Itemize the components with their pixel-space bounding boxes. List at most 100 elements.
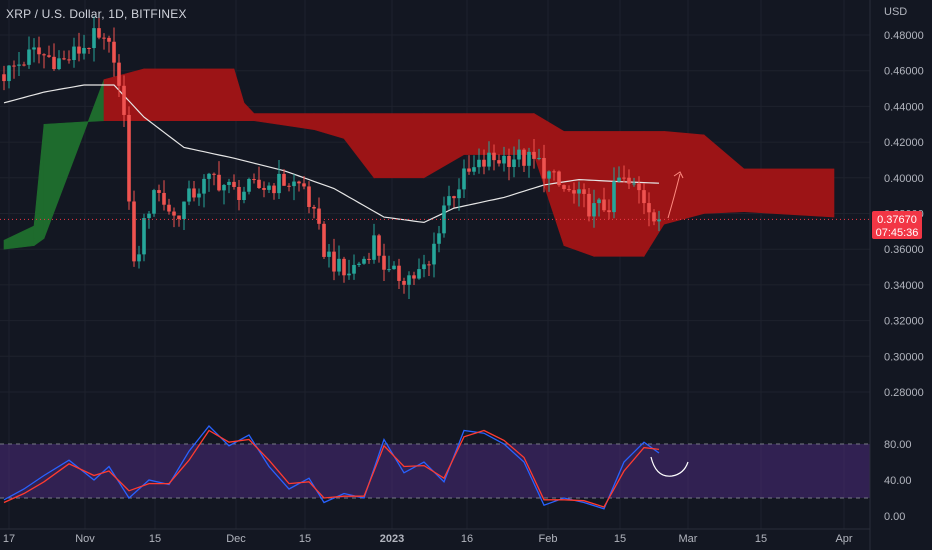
candle-body bbox=[167, 204, 171, 212]
candle-body bbox=[637, 183, 641, 191]
price-tick-label: 0.46000 bbox=[884, 66, 924, 78]
forecast-arrowhead bbox=[673, 171, 684, 179]
candle-body bbox=[422, 264, 426, 270]
cloud-segment-bearish bbox=[743, 168, 835, 218]
candle-body bbox=[347, 273, 351, 276]
candle-body bbox=[212, 173, 216, 175]
price-axis[interactable]: 0.480000.460000.440000.420000.400000.380… bbox=[884, 30, 924, 399]
candle-body bbox=[387, 269, 391, 271]
candle-body bbox=[157, 190, 161, 193]
time-tick-label: 15 bbox=[299, 533, 311, 545]
candle-body bbox=[292, 181, 296, 187]
candle-body bbox=[87, 47, 91, 49]
candle-body bbox=[37, 47, 41, 55]
candle-body bbox=[607, 210, 611, 213]
candle-body bbox=[257, 179, 261, 189]
candle-body bbox=[472, 167, 476, 172]
candle-body bbox=[162, 192, 166, 205]
candle-body bbox=[172, 211, 176, 216]
stochastic-k-line bbox=[3, 425, 660, 510]
candle-body bbox=[117, 62, 121, 86]
countdown-timer: 07:45:36 bbox=[876, 227, 919, 239]
candle-body bbox=[152, 190, 156, 214]
time-tick-label: Apr bbox=[835, 533, 852, 545]
candle-body bbox=[132, 201, 136, 262]
price-tick-label: 0.28000 bbox=[884, 387, 924, 399]
candle-body bbox=[397, 265, 401, 281]
candle-body bbox=[232, 181, 236, 187]
candle-body bbox=[137, 254, 141, 262]
cloud-segment-bearish bbox=[143, 68, 205, 121]
candle-body bbox=[222, 184, 226, 191]
oscillator-tick-label: 80.00 bbox=[884, 439, 912, 451]
time-tick-label: Nov bbox=[75, 533, 95, 545]
time-tick-label: 17 bbox=[3, 533, 15, 545]
candle-body bbox=[247, 179, 251, 192]
candle-body bbox=[142, 218, 146, 255]
candle-body bbox=[612, 181, 616, 213]
candle-body bbox=[112, 41, 116, 63]
candle-body bbox=[177, 215, 181, 220]
candle-body bbox=[297, 181, 301, 184]
candle-body bbox=[492, 152, 496, 161]
candle-body bbox=[217, 174, 221, 191]
candle-body bbox=[52, 56, 56, 70]
candle-body bbox=[327, 251, 331, 257]
price-tick-label: 0.42000 bbox=[884, 137, 924, 149]
candle-body bbox=[417, 269, 421, 279]
candle-body bbox=[497, 160, 501, 164]
candle-body bbox=[407, 275, 411, 285]
price-tick-label: 0.44000 bbox=[884, 101, 924, 113]
stochastic-lines bbox=[3, 425, 660, 510]
candle-body bbox=[562, 185, 566, 189]
candle-body bbox=[507, 155, 511, 167]
candle-body bbox=[462, 168, 466, 190]
candle-body bbox=[197, 193, 201, 198]
price-tick-label: 0.32000 bbox=[884, 316, 924, 328]
candle-body bbox=[2, 74, 6, 82]
candle-body bbox=[7, 65, 11, 82]
candle-body bbox=[272, 185, 276, 194]
candles[interactable] bbox=[2, 15, 661, 300]
candle-body bbox=[457, 189, 461, 199]
candle-body bbox=[192, 188, 196, 198]
time-axis[interactable]: 17 Nov 15 Dec 15 2023 16 Feb 15 Mar 15 Apr bbox=[3, 533, 853, 545]
forecast-arrow bbox=[667, 173, 681, 219]
currency-label: USD bbox=[884, 6, 907, 18]
oscillator-axis[interactable]: 80.00 40.00 0.00 bbox=[884, 439, 912, 523]
time-tick-label: 2023 bbox=[380, 533, 404, 545]
candle-body bbox=[72, 46, 76, 61]
candle-body bbox=[432, 243, 436, 265]
candle-body bbox=[27, 49, 31, 65]
candle-body bbox=[437, 233, 441, 244]
price-tick-label: 0.30000 bbox=[884, 351, 924, 363]
candle-body bbox=[282, 173, 286, 186]
candle-body bbox=[267, 185, 271, 190]
candle-body bbox=[47, 55, 51, 57]
candle-body bbox=[97, 28, 101, 38]
candle-body bbox=[357, 263, 361, 265]
candle-body bbox=[57, 58, 61, 70]
candle-body bbox=[392, 265, 396, 270]
candle-body bbox=[302, 183, 306, 187]
candle-body bbox=[92, 28, 96, 49]
candle-body bbox=[332, 251, 336, 272]
candle-body bbox=[102, 37, 106, 39]
candle-body bbox=[342, 258, 346, 276]
candle-body bbox=[487, 152, 491, 167]
moving-average-line bbox=[3, 84, 660, 224]
candle-body bbox=[22, 64, 26, 66]
candle-body bbox=[262, 188, 266, 190]
candle-body bbox=[62, 58, 66, 60]
candle-body bbox=[542, 157, 546, 179]
candle-body bbox=[227, 181, 231, 185]
candle-body bbox=[657, 219, 661, 222]
candle-body bbox=[147, 213, 151, 219]
candle-body bbox=[237, 186, 241, 201]
candle-body bbox=[512, 159, 516, 167]
candle-body bbox=[632, 183, 636, 185]
price-tick-label: 0.48000 bbox=[884, 30, 924, 42]
price-tick-label: 0.34000 bbox=[884, 280, 924, 292]
time-tick-label: Mar bbox=[679, 533, 698, 545]
